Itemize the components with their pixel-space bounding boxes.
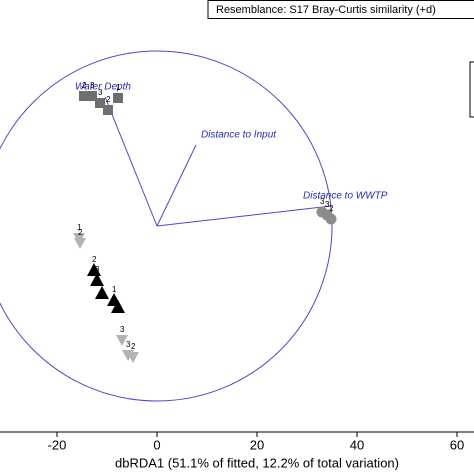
chart-title: Resemblance: S17 Bray-Curtis similarity … [216, 4, 436, 16]
point-label: 1 [112, 285, 117, 294]
square-point [87, 91, 97, 101]
x-tick-label: 0 [153, 437, 160, 452]
x-tick-label: -20 [48, 437, 67, 452]
point-label: 3 [126, 340, 131, 349]
point-label: 2 [131, 342, 136, 351]
x-tick-label: 20 [250, 437, 264, 452]
point-label: 2 [106, 95, 111, 104]
point-label: 1 [77, 223, 82, 232]
square-point [95, 98, 105, 108]
point-label: 3 [325, 200, 330, 209]
circle-point [325, 213, 337, 225]
triangle-down-point [127, 352, 139, 363]
square-point [79, 91, 89, 101]
point-label: 3 [90, 81, 95, 90]
x-tick-label: 40 [350, 437, 364, 452]
title-box [207, 0, 474, 19]
vector [156, 205, 332, 227]
legend-box [469, 61, 474, 118]
triangle-point [111, 300, 125, 313]
point-label: 3 [120, 325, 125, 334]
triangle-point [90, 273, 104, 286]
vector-label: Distance to WWTP [303, 191, 388, 202]
point-label: 2 [82, 81, 87, 90]
triangle-down-point [74, 238, 86, 249]
square-point [103, 105, 113, 115]
triangle-down-point [116, 335, 128, 346]
point-label: 2 [78, 228, 83, 237]
point-label: 3 [320, 197, 325, 206]
vector-label: Water Depth [75, 82, 131, 93]
square-point [113, 93, 123, 103]
vector [156, 144, 197, 227]
vector-label: Distance to Input [201, 130, 277, 141]
vector [104, 96, 158, 227]
triangle-point [95, 286, 109, 299]
correlation-circle [0, 50, 333, 402]
point-label: 3 [95, 265, 100, 274]
triangle-point [87, 263, 101, 276]
point-label: 2 [92, 255, 97, 264]
point-label: 2 [329, 204, 334, 213]
x-tick-label: 60 [450, 437, 464, 452]
point-label: 1 [116, 83, 121, 92]
x-axis-label: dbRDA1 (51.1% of fitted, 12.2% of total … [115, 455, 399, 470]
point-label: 3 [98, 88, 103, 97]
